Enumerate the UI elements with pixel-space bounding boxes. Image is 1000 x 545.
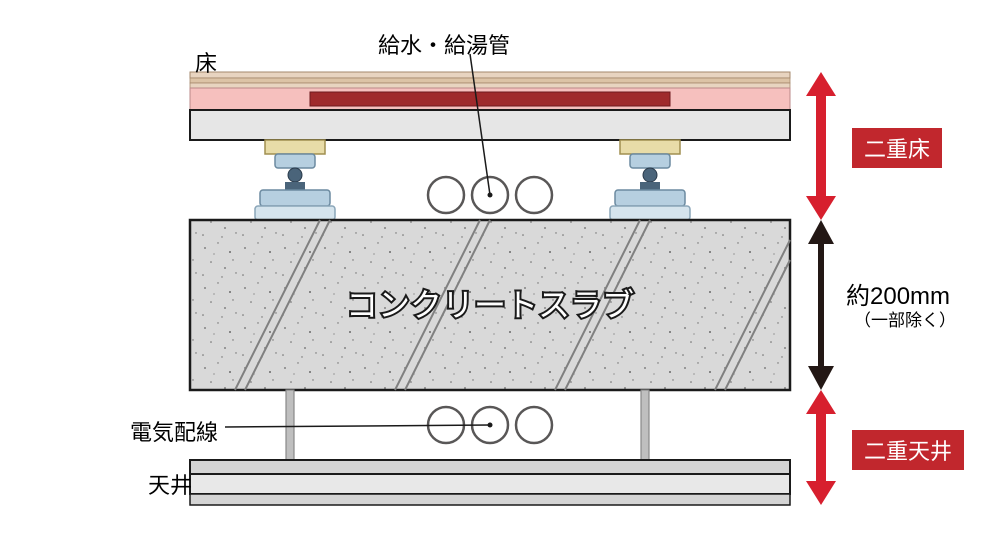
concrete-slab: コンクリートスラブ bbox=[190, 220, 790, 390]
wiring-label: 電気配線 bbox=[130, 415, 218, 447]
arrow-thickness bbox=[808, 220, 834, 390]
double-floor-badge: 二重床 bbox=[852, 128, 942, 168]
pipe-top-label: 給水・給湯管 bbox=[378, 28, 510, 60]
leader-wiring bbox=[225, 425, 490, 427]
floor-support-left bbox=[255, 140, 335, 220]
thickness-note: （一部除く） bbox=[854, 306, 956, 331]
diagram-canvas: コンクリートスラブ 給水・給湯管 床 二重床 約200mm （一部除く） 電気配… bbox=[0, 0, 1000, 545]
arrow-double-ceiling bbox=[806, 390, 836, 505]
floor-label: 床 bbox=[195, 46, 217, 78]
double-ceiling-badge: 二重天井 bbox=[852, 430, 964, 470]
ceiling-assembly bbox=[190, 460, 790, 505]
diagram-svg: コンクリートスラブ bbox=[0, 0, 1000, 545]
slab-text: コンクリートスラブ bbox=[346, 287, 634, 323]
arrow-double-floor bbox=[806, 72, 836, 220]
floor-assembly bbox=[190, 72, 790, 140]
floor-support-right bbox=[610, 140, 690, 220]
ceiling-label: 天井 bbox=[148, 468, 192, 500]
